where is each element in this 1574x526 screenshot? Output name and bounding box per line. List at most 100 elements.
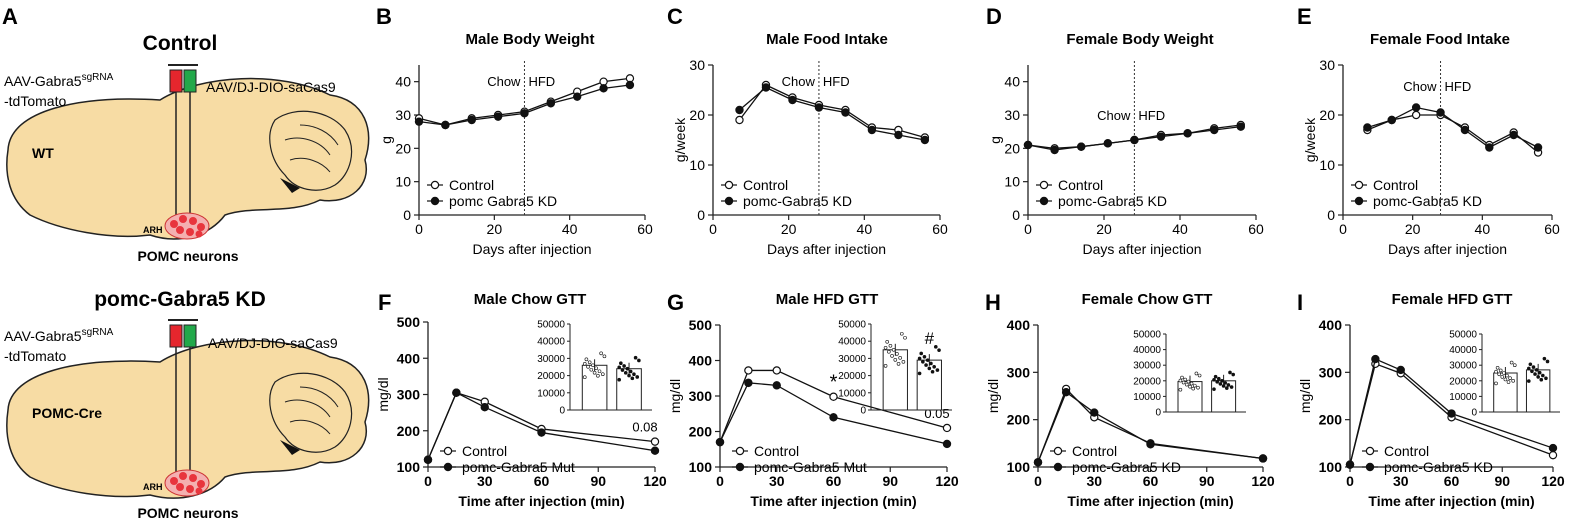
vector-left-bottom-line2: -tdTomato [4,348,66,364]
legend-entry: pomc-Gabra5 KD [1373,193,1482,209]
inset-dot [596,373,600,378]
ventricle-bottom [280,440,300,455]
inset-dot [1221,384,1226,388]
inset-dot [1180,375,1184,380]
data-point [1061,388,1071,397]
legend-marker [1365,462,1375,472]
x-tick-label: 30 [1086,473,1102,489]
inset-y-tick-label: 50000 [1449,330,1477,341]
inset-dot [1188,384,1192,389]
inset-dot [1498,368,1503,373]
inset-y-tick-label: 20000 [1449,376,1477,387]
legend-entry: pomc-Gabra5 KD [1058,193,1167,209]
inset-y-tick-label: 40000 [537,337,565,348]
syringe-red-bottom [169,324,183,348]
divider-label-right: HFD [528,74,555,89]
legend-marker [1053,462,1063,472]
inset-dot [633,355,638,360]
inset-dot [901,360,906,364]
data-point [1396,365,1405,375]
inset-dot [1191,386,1195,391]
x-tick-label: 60 [534,473,550,489]
inset-dot [1231,372,1235,377]
data-point [1509,130,1518,140]
x-tick-label: 0 [415,221,423,237]
inset-dot [898,356,902,360]
inset-dot [630,376,635,381]
inset-dot [1500,375,1505,379]
data-point [735,105,744,115]
data-point [599,84,608,93]
x-axis-label: Time after injection (min) [750,493,916,509]
y-tick-label: 300 [689,388,713,404]
chart-h: H Female Chow GTT 0 30 60 90 120 100 200 300 400 Ti… [985,290,1275,509]
data-point [423,455,433,464]
data-point [841,108,850,117]
x-tick-label: 120 [643,473,667,489]
inset-y-tick-label: 10000 [838,388,866,399]
inset-dot [1541,373,1545,378]
legend-marker [430,196,440,206]
x-axis-label: Time after injection (min) [1368,493,1534,509]
inset-bar-chart: 0 10000 20000 30000 40000 50000 [537,320,652,417]
vector-left-top-line1: AAV-Gabra5 [4,73,82,89]
y-tick-label: 20 [1004,140,1020,156]
inset-dot [1495,365,1500,370]
inset-dot [1197,373,1202,378]
x-tick-label: 120 [935,473,959,489]
panel-label-b: B [376,4,392,29]
inset-dot [1194,371,1199,376]
data-point [814,103,824,112]
chart-title: Female Food Intake [1370,31,1510,48]
legend-entry: pomc-Gabra5 KD [1072,459,1181,475]
data-point [1076,142,1086,151]
x-tick-label: 120 [1251,473,1275,489]
x-tick-label: 90 [1494,473,1510,489]
inset-dot [891,347,896,352]
inset-dot [921,359,925,364]
schematic-top: Control AAV-Gabra5sgRNA -tdTomato AAV/DJ… [4,32,370,264]
inset-dot [620,368,625,372]
inset-dot [903,335,907,340]
inset-y-tick-label: 0 [1155,408,1161,419]
y-tick-label: 400 [397,350,421,366]
y-tick-label: 20 [1319,107,1335,123]
x-tick-label: 30 [1393,473,1409,489]
x-tick-label: 120 [1541,473,1565,489]
syringe-green-top [183,69,197,93]
inset-dot [1494,369,1498,374]
x-tick-label: 60 [1544,221,1560,237]
inset-dot [637,358,641,363]
y-tick-label: 100 [689,459,713,475]
legend-entry: Control [1373,177,1418,193]
inset-dot [896,362,901,366]
data-point [1209,125,1219,135]
data-point [1485,143,1494,152]
inset-dot [617,365,622,370]
legend-entry: pomc-Gabra5 KD [743,193,852,209]
data-point [650,446,660,455]
inset-dot [594,366,599,371]
y-tick-label: 40 [395,74,411,90]
vector-right-bottom: AAV/DJ-DIO-saCas9 [208,335,338,351]
inset-dot [582,361,587,366]
inset-dot [1505,373,1509,378]
legend-entry: Control [449,177,494,193]
y-tick-label: 20 [689,107,705,123]
x-tick-label: 60 [826,473,842,489]
panel-label-c: C [667,4,683,29]
y-tick-label: 300 [1007,364,1031,380]
y-tick-label: 30 [395,107,411,123]
inset-dot [589,367,594,372]
inset-dot [597,369,602,374]
x-tick-label: 90 [590,473,606,489]
data-point [1345,460,1355,469]
x-tick-label: 20 [487,221,503,237]
x-tick-label: 30 [477,473,493,489]
inset-dot [1531,365,1536,369]
x-axis-label: Time after injection (min) [458,493,624,509]
inset-dot [924,363,928,367]
x-tick-label: 60 [1248,221,1264,237]
x-tick-label: 20 [781,221,797,237]
series-line-control [738,84,926,139]
